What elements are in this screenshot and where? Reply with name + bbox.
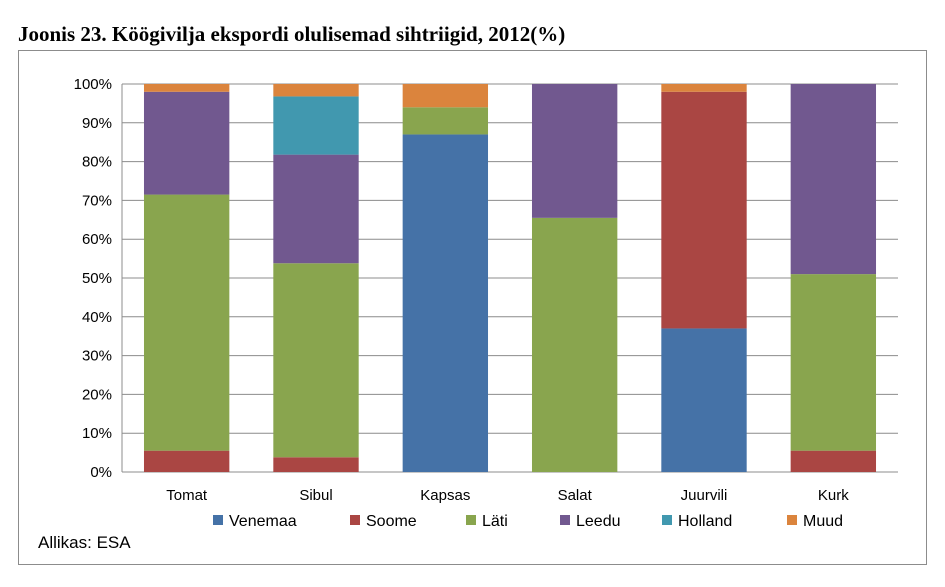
stacked-bar-chart: 0% 10% 20% 30% 40% 50% 60% 70% 80% 90% 100% Tomat Si… (74, 76, 898, 530)
bar-segment-tomat-soome (143, 450, 230, 472)
legend-swatch (560, 515, 570, 525)
bar-segment-tomat-muud (143, 84, 230, 92)
bar-segment-juurvili-soome (661, 91, 747, 329)
page-title: Joonis 23. Köögivilja ekspordi olulisema… (18, 22, 566, 46)
y-tick-label: 50% (82, 270, 112, 287)
legend-label: Holland (678, 513, 732, 530)
bar-segment-sibul-leedu (273, 154, 359, 264)
legend-swatch (213, 515, 223, 525)
legend-swatch (662, 515, 672, 525)
bar-segment-kurk-l-ti (790, 274, 877, 451)
legend-swatch (350, 515, 360, 525)
y-tick-label: 10% (82, 425, 112, 442)
bar-segment-sibul-holland (273, 96, 359, 155)
y-tick-label: 20% (82, 386, 112, 403)
y-tick-label: 0% (90, 464, 112, 481)
x-tick-label: Sibul (299, 487, 332, 504)
y-tick-label: 30% (82, 348, 112, 365)
bar-segment-kurk-leedu (790, 84, 877, 275)
bar-segment-sibul-soome (273, 457, 359, 472)
x-tick-label: Kapsas (420, 487, 470, 504)
legend-label: Venemaa (229, 513, 297, 530)
bar-segment-salat-leedu (531, 84, 618, 218)
bar-segment-juurvili-venemaa (661, 328, 747, 472)
y-tick-label: 80% (82, 154, 112, 171)
x-tick-label: Tomat (166, 487, 208, 504)
y-tick-label: 60% (82, 231, 112, 248)
legend-label: Leedu (576, 513, 621, 530)
bar-segment-kapsas-muud (402, 84, 489, 108)
legend-label: Muud (803, 513, 843, 530)
legend-swatch (466, 515, 476, 525)
x-tick-label: Salat (558, 487, 593, 504)
bar-segment-salat-l-ti (531, 217, 618, 472)
bar-segment-kurk-soome (790, 450, 877, 472)
bar-segment-kapsas-l-ti (402, 107, 489, 135)
source-note: Allikas: ESA (38, 533, 131, 552)
bar-segment-tomat-leedu (143, 91, 230, 195)
x-tick-label: Kurk (818, 487, 849, 504)
bar-segment-sibul-muud (273, 84, 359, 97)
x-tick-label: Juurvili (681, 487, 728, 504)
y-tick-label: 100% (74, 76, 112, 93)
legend-label: Läti (482, 513, 508, 530)
legend-swatch (787, 515, 797, 525)
bar-segment-juurvili-muud (661, 84, 747, 92)
y-tick-label: 70% (82, 192, 112, 209)
chart-frame: 0% 10% 20% 30% 40% 50% 60% 70% 80% 90% 100% Tomat Si… (18, 50, 927, 565)
y-tick-label: 40% (82, 309, 112, 326)
legend-label: Soome (366, 513, 417, 530)
bar-segment-sibul-l-ti (273, 263, 359, 458)
bar-segment-kapsas-venemaa (402, 134, 489, 472)
y-tick-label: 90% (82, 115, 112, 132)
bar-segment-tomat-l-ti (143, 194, 230, 451)
